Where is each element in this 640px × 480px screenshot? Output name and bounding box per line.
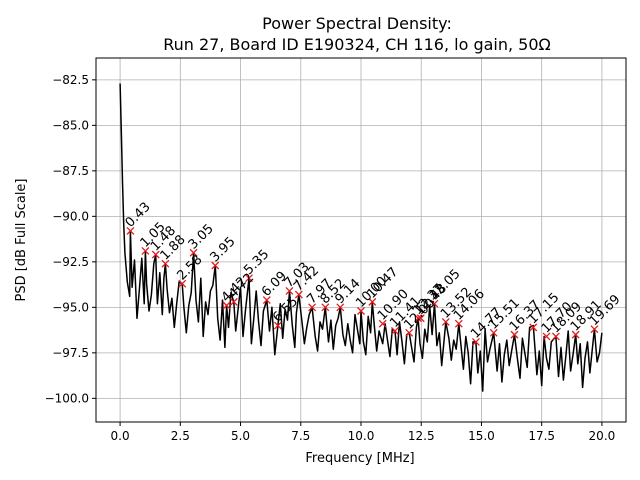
peak-marker	[357, 307, 365, 315]
peak-marker	[378, 319, 387, 328]
y-tick-label: −100.0	[45, 391, 89, 405]
peak-marker	[285, 287, 294, 295]
peak-marker	[529, 323, 538, 332]
peak-marker	[405, 328, 414, 337]
peak-marker	[321, 303, 330, 312]
y-tick-label: −87.5	[52, 164, 89, 178]
psd-line	[119, 83, 603, 392]
peak-markers	[126, 226, 599, 346]
x-tick-label: 15.0	[468, 429, 495, 443]
peak-marker	[368, 297, 377, 306]
y-tick-label: −95.0	[52, 300, 89, 314]
x-axis-ticks: 0.0 2.5 5.0 7.5 10.0 12.5 15.0 17.5 20.0	[111, 422, 616, 443]
peak-marker	[273, 321, 282, 330]
peak-marker	[141, 246, 150, 255]
peak-marker	[510, 330, 519, 339]
peak-marker	[161, 259, 170, 268]
chart-title: Power Spectral Density:	[262, 14, 452, 33]
peak-marker	[211, 261, 220, 270]
peak-marker	[542, 332, 551, 341]
peak-marker	[416, 314, 425, 323]
chart-subtitle: Run 27, Board ID E190324, CH 116, lo gai…	[163, 35, 551, 54]
peak-marker	[245, 274, 253, 283]
peak-marker	[229, 297, 238, 306]
x-axis-label: Frequency [MHz]	[305, 451, 414, 466]
y-tick-label: −85.0	[52, 118, 89, 132]
peak-marker	[222, 301, 231, 310]
y-axis-ticks: −82.5 −85.0 −87.5 −90.0 −92.5 −95.0 −97.5 −100.…	[45, 73, 96, 405]
peak-label: 3.05	[186, 221, 217, 252]
grid	[96, 58, 626, 422]
peak-marker	[414, 314, 423, 323]
peak-marker	[489, 328, 498, 337]
x-tick-label: 5.0	[231, 429, 250, 443]
peak-marker	[551, 332, 560, 341]
y-tick-label: −90.0	[52, 209, 89, 223]
x-tick-label: 17.5	[528, 429, 555, 443]
peak-label: 3.95	[207, 234, 238, 265]
series-layer	[119, 83, 603, 392]
peak-marker	[454, 319, 463, 328]
y-tick-label: −82.5	[52, 73, 89, 87]
y-axis-label: PSD [dB Full Scale]	[14, 178, 29, 301]
x-tick-label: 12.5	[408, 429, 435, 443]
y-tick-label: −92.5	[52, 255, 89, 269]
x-tick-label: 2.5	[171, 429, 190, 443]
peak-marker	[590, 325, 599, 334]
peak-label: 0.43	[123, 200, 154, 231]
peak-marker	[178, 279, 187, 288]
peak-marker	[571, 330, 580, 339]
peak-marker	[308, 303, 317, 312]
peak-marker	[126, 226, 135, 235]
peak-label: 5.35	[241, 247, 272, 278]
peak-marker	[294, 290, 303, 299]
x-tick-label: 20.0	[589, 429, 616, 443]
y-tick-label: −97.5	[52, 346, 89, 360]
peak-marker	[151, 250, 160, 259]
x-tick-label: 10.0	[348, 429, 375, 443]
peak-marker	[391, 327, 399, 335]
x-tick-label: 7.5	[291, 429, 310, 443]
peak-marker	[262, 296, 271, 305]
peak-marker	[471, 337, 480, 346]
peak-marker	[189, 248, 198, 257]
peak-marker	[441, 317, 450, 326]
peak-marker	[336, 303, 345, 312]
x-tick-label: 0.0	[111, 429, 130, 443]
peak-marker	[430, 299, 439, 308]
